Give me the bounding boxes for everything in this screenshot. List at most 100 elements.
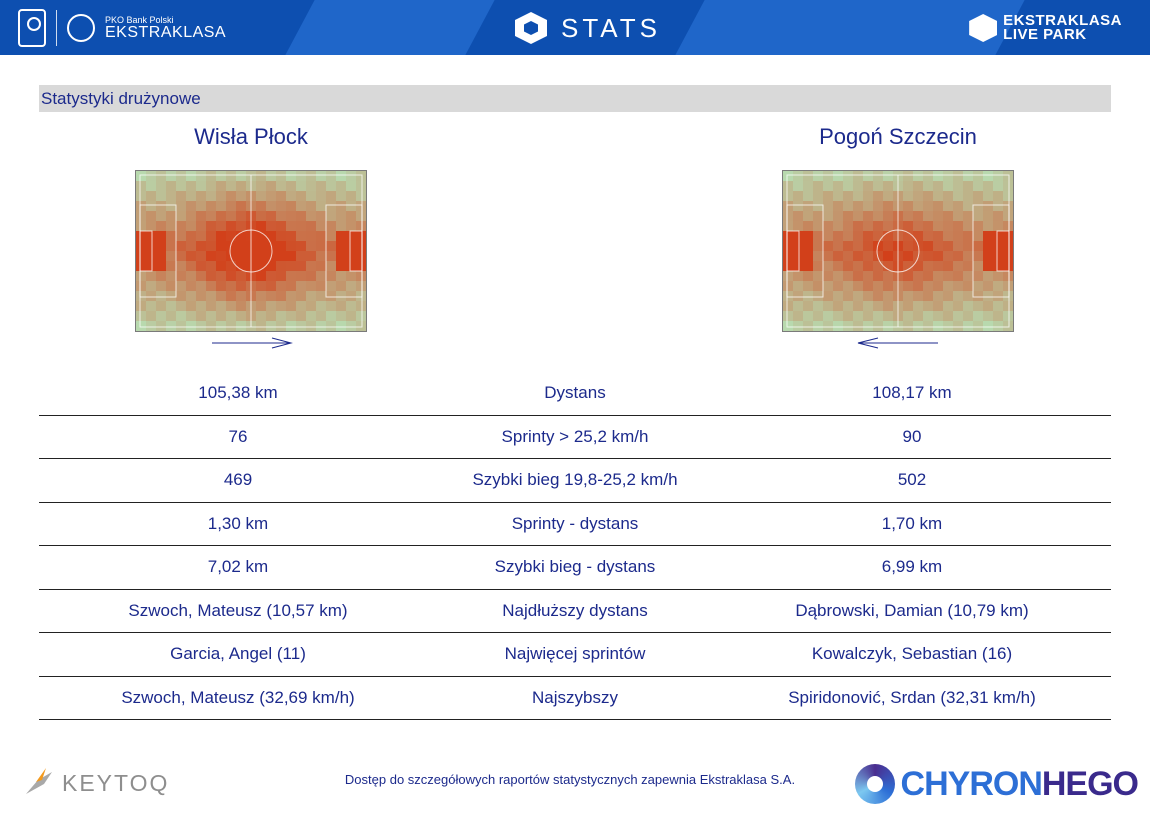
heatmap-cell — [216, 301, 226, 311]
heatmap-cell — [226, 301, 236, 311]
heatmap-cell — [216, 271, 226, 281]
heatmap-cell — [186, 311, 196, 321]
heatmap-cell — [923, 241, 933, 251]
heatmap-cell — [803, 241, 813, 251]
heatmap-cell — [196, 251, 206, 261]
ekstraklasa-brand-logo[interactable]: PKO Bank Polski EKSTRAKLASA — [18, 6, 226, 50]
heatmap-cell — [356, 201, 366, 211]
heatmap-cell — [256, 301, 266, 311]
heatmap-cell — [146, 191, 156, 201]
heatmap-cell — [226, 171, 236, 181]
heatmap-cell — [276, 301, 286, 311]
heatmap-cell — [863, 251, 873, 261]
heatmap-cell — [873, 311, 883, 321]
away-heatmap — [782, 170, 1014, 332]
heatmap-cell — [943, 251, 953, 261]
heatmap-cell — [793, 281, 803, 291]
heatmap-cell — [843, 271, 853, 281]
heatmap-cell — [993, 271, 1003, 281]
heatmap-cell — [973, 221, 983, 231]
heatmap-cell — [943, 231, 953, 241]
heatmap-cell — [286, 311, 296, 321]
heatmap-cell — [316, 281, 326, 291]
chyronhego-logo[interactable]: CHYRONHEGO — [854, 764, 1139, 804]
heatmap-cell — [336, 281, 346, 291]
heatmap-cell — [326, 181, 336, 191]
heatmap-cell — [186, 201, 196, 211]
heatmap-cell — [286, 261, 296, 271]
heatmap-cell — [783, 251, 793, 261]
heatmap-cell — [286, 281, 296, 291]
heatmap-cell — [326, 301, 336, 311]
heatmap-cell — [296, 201, 306, 211]
heatmap-cell — [873, 301, 883, 311]
heatmap-cell — [176, 301, 186, 311]
heatmap-cell — [336, 321, 346, 331]
heatmap-cell — [903, 211, 913, 221]
heatmap-cell — [296, 311, 306, 321]
heatmap-cell — [783, 181, 793, 191]
heatmap-cell — [256, 241, 266, 251]
heatmap-cell — [863, 221, 873, 231]
heatmap-cell — [236, 181, 246, 191]
heatmap-cell — [853, 301, 863, 311]
heatmap-cell — [843, 231, 853, 241]
heatmap-cell — [933, 181, 943, 191]
heatmap-cell — [316, 171, 326, 181]
heatmap-cell — [1003, 221, 1013, 231]
heatmap-cell — [993, 231, 1003, 241]
heatmap-cell — [276, 291, 286, 301]
heatmap-cell — [993, 251, 1003, 261]
heatmap-cell — [176, 281, 186, 291]
heatmap-cell — [853, 241, 863, 251]
heatmap-cell — [853, 201, 863, 211]
heatmap-cell — [266, 201, 276, 211]
heatmap-cell — [963, 181, 973, 191]
heatmap-cell — [296, 321, 306, 331]
heatmap-cell — [973, 281, 983, 291]
away-team-name: Pogoń Szczecin — [819, 124, 977, 149]
heatmap-cell — [963, 241, 973, 251]
heatmap-cell — [206, 211, 216, 221]
heatmap-cell — [136, 231, 146, 241]
heatmap-cell — [136, 191, 146, 201]
live-park-logo[interactable]: EKSTRAKLASA LIVE PARK — [969, 12, 1122, 44]
heatmap-cell — [993, 171, 1003, 181]
heatmap-cell — [863, 181, 873, 191]
home-value: Garcia, Angel (11) — [170, 644, 306, 664]
stat-label: Dystans — [544, 383, 606, 403]
heatmap-cell — [286, 241, 296, 251]
heatmap-cell — [903, 291, 913, 301]
stats-row: 469 Szybki bieg 19,8-25,2 km/h 502 — [39, 459, 1111, 503]
heatmap-cell — [873, 171, 883, 181]
heatmap-cell — [873, 261, 883, 271]
heatmap-cell — [803, 171, 813, 181]
heatmap-cell — [883, 281, 893, 291]
heatmap-cell — [326, 191, 336, 201]
heatmap-cell — [266, 191, 276, 201]
keytoq-logo[interactable]: KEYTOQ — [22, 766, 169, 800]
heatmap-cell — [226, 201, 236, 211]
heatmap-cell — [326, 261, 336, 271]
heatmap-cell — [833, 251, 843, 261]
heatmap-cell — [236, 231, 246, 241]
stats-title: STATS — [561, 12, 661, 43]
heatmap-cell — [176, 271, 186, 281]
away-value: Dąbrowski, Damian (10,79 km) — [795, 600, 1029, 620]
heatmap-cell — [983, 271, 993, 281]
heatmap-cell — [146, 301, 156, 311]
heatmap-cell — [166, 171, 176, 181]
heatmap-cell — [166, 191, 176, 201]
stats-row: Szwoch, Mateusz (10,57 km) Najdłuższy dys… — [39, 590, 1111, 633]
heatmap-cell — [953, 191, 963, 201]
heatmap-cell — [803, 191, 813, 201]
heatmap-cell — [923, 181, 933, 191]
heatmap-cell — [953, 311, 963, 321]
heatmap-cell — [883, 311, 893, 321]
heatmap-cell — [206, 271, 216, 281]
pitch-marking — [349, 230, 363, 272]
home-value: 76 — [228, 426, 248, 446]
heatmap-cell — [933, 171, 943, 181]
heatmap-cell — [983, 181, 993, 191]
heatmap-cell — [336, 231, 346, 241]
